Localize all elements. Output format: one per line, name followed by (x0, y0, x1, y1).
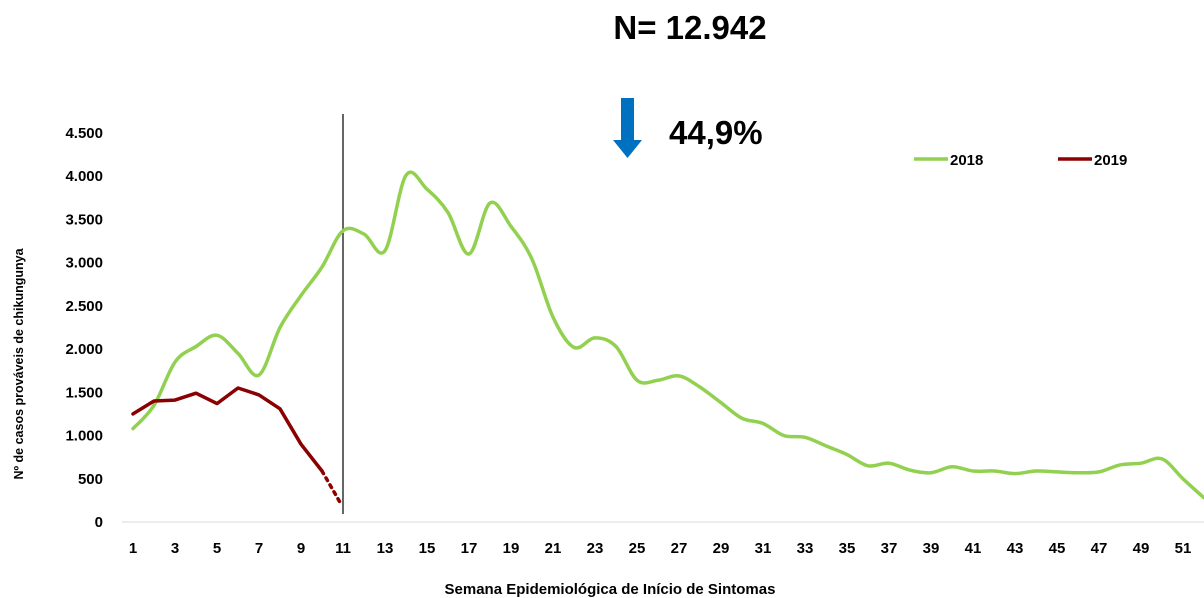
y-tick-label: 3.000 (65, 255, 103, 272)
x-tick-label: 49 (1133, 540, 1150, 557)
y-tick-label: 2.500 (65, 298, 103, 315)
x-tick-label: 35 (839, 540, 856, 557)
y-tick-label: 2.000 (65, 341, 103, 358)
legend-2018-label: 2018 (950, 152, 983, 169)
x-tick-label: 47 (1091, 540, 1108, 557)
series-2018-line (131, 170, 1204, 500)
x-tick-label: 3 (171, 540, 179, 557)
change-percent-label: 44,9% (669, 114, 763, 151)
x-tick-label: 41 (965, 540, 982, 557)
x-tick-label: 27 (671, 540, 688, 557)
series-2019-line (131, 386, 324, 473)
y-tick-label: 1.500 (65, 384, 103, 401)
x-axis-label: Semana Epidemiológica de Início de Sinto… (445, 581, 776, 598)
x-axis-ticks: 1 3 5 7 9 11 13 15 17 19 21 23 25 27 29 31 33 35 37 39 41 43 4… (129, 540, 1192, 557)
y-axis-ticks: 0 500 1.000 1.500 2.000 2.500 3.000 3.500 4.000 4… (65, 125, 103, 531)
x-tick-label: 45 (1049, 540, 1066, 557)
series-2019-projection (320, 469, 344, 508)
x-tick-label: 39 (923, 540, 940, 557)
x-tick-label: 13 (377, 540, 394, 557)
x-tick-label: 9 (297, 540, 305, 557)
down-arrow-icon (613, 98, 642, 158)
y-tick-label: 4.500 (65, 125, 103, 142)
x-tick-label: 29 (713, 540, 730, 557)
y-axis-label: Nº de casos prováveis de chikungunya (12, 247, 26, 479)
y-tick-label: 500 (78, 471, 103, 488)
x-tick-label: 31 (755, 540, 772, 557)
total-cases-label: N= 12.942 (613, 9, 766, 46)
x-tick-label: 33 (797, 540, 814, 557)
x-tick-label: 51 (1175, 540, 1192, 557)
x-tick-label: 25 (629, 540, 646, 557)
x-tick-label: 7 (255, 540, 263, 557)
x-tick-label: 5 (213, 540, 221, 557)
y-tick-label: 3.500 (65, 211, 103, 228)
y-tick-label: 1.000 (65, 428, 103, 445)
x-tick-label: 11 (335, 540, 351, 557)
y-tick-label: 4.000 (65, 168, 103, 185)
y-tick-label: 0 (95, 514, 103, 531)
x-tick-label: 19 (503, 540, 520, 557)
legend: 2018 2019 (914, 152, 1127, 169)
x-tick-label: 23 (587, 540, 604, 557)
x-tick-label: 17 (461, 540, 478, 557)
x-tick-label: 15 (419, 540, 436, 557)
x-tick-label: 37 (881, 540, 898, 557)
x-tick-label: 43 (1007, 540, 1024, 557)
x-tick-label: 21 (545, 540, 562, 557)
x-tick-label: 1 (129, 540, 137, 557)
legend-2019-label: 2019 (1094, 152, 1127, 169)
